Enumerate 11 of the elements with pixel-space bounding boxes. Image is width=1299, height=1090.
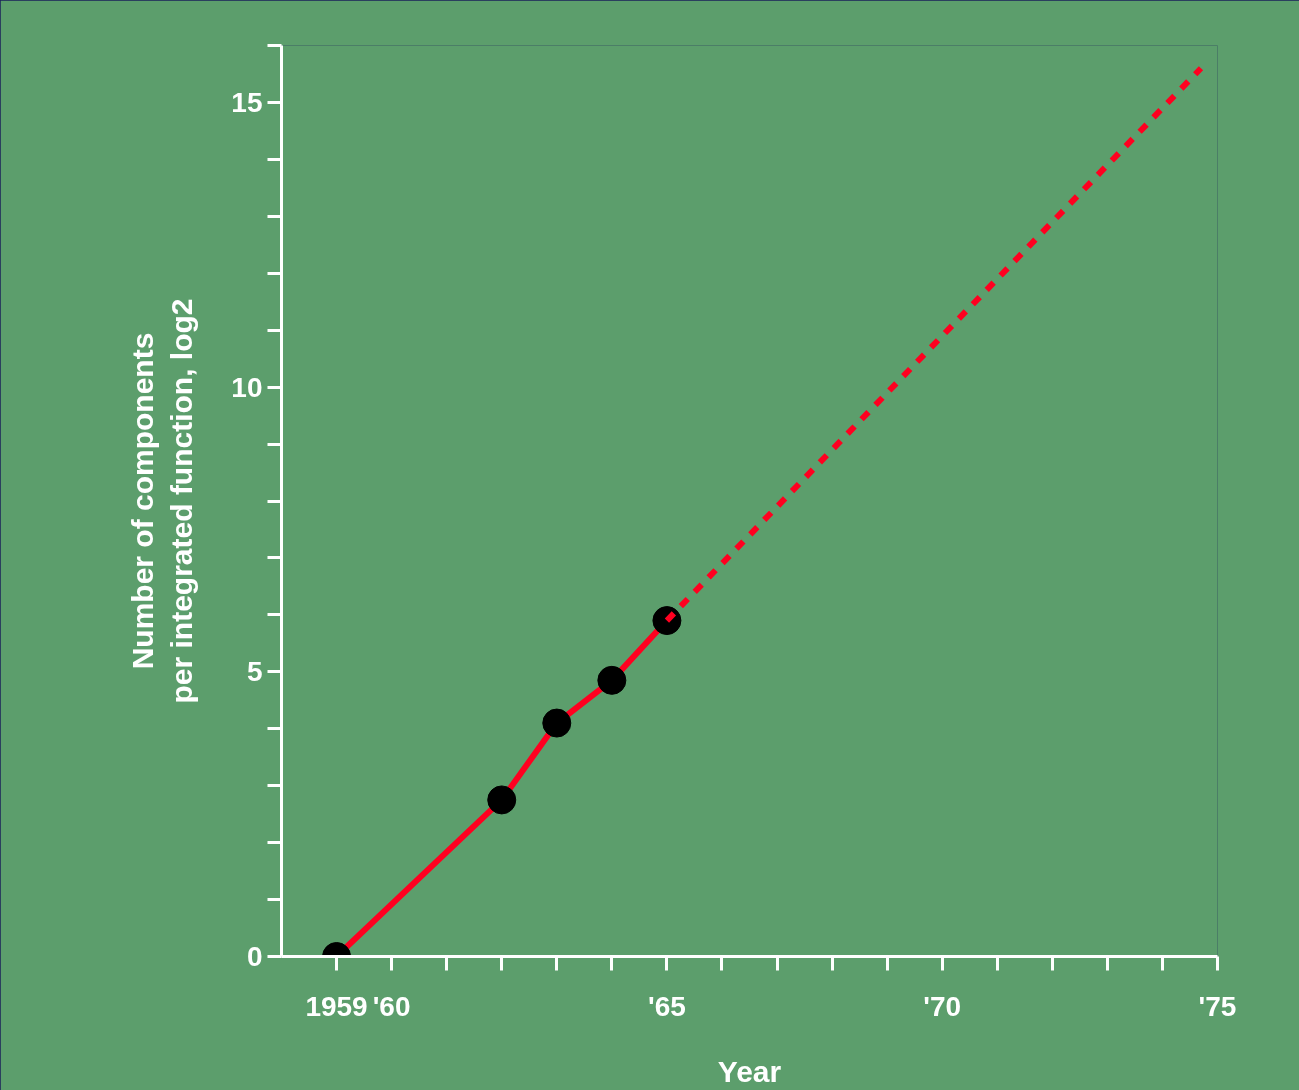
- x-tick-label: '65: [648, 990, 686, 1022]
- x-tick-label: '70: [923, 990, 962, 1022]
- y-tick-label: 5: [246, 656, 263, 688]
- x-tick-label: 1959: [305, 990, 368, 1022]
- x-axis-title: Year: [717, 1054, 782, 1088]
- x-tick-label: '75: [1198, 990, 1237, 1022]
- x-tick-label: '60: [372, 990, 411, 1022]
- y-tick-label: 15: [231, 86, 263, 118]
- y-tick-label: 10: [231, 371, 263, 403]
- y-tick-label: 0: [246, 941, 263, 972]
- y-axis-title: Number of components per integrated function, log2: [125, 298, 199, 704]
